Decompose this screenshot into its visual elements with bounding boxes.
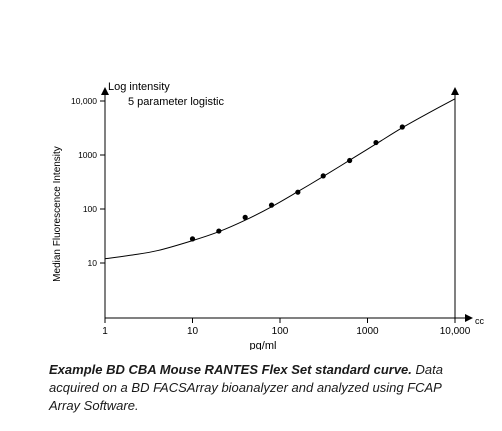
x-tick-label: 100: [272, 326, 289, 337]
data-point: [295, 189, 301, 195]
annotation-5pl: 5 parameter logistic: [128, 96, 224, 108]
annotation-log-intensity: Log intensity: [108, 81, 170, 93]
fit-curve-group: [104, 98, 456, 260]
y-axis-title: Median Fluorescence Intensity: [52, 146, 63, 282]
chart-labels: 1 10 100 1000 10,000 cc 10 100 1000 10,000 pg/ml Me…: [52, 81, 485, 350]
axes: [100, 87, 473, 323]
caption-text: Data acquired on a BD FACSArray bioanaly…: [49, 362, 443, 413]
data-points-group: [189, 124, 405, 242]
right-axis-arrow: [451, 87, 459, 95]
data-point: [189, 236, 196, 242]
y-tick-label: 1000: [78, 150, 97, 160]
data-point: [373, 139, 379, 146]
y-axis-arrow: [101, 87, 109, 95]
x-tick-label: 1: [102, 326, 108, 337]
caption-title: Example BD CBA Mouse RANTES Flex Set sta…: [49, 362, 412, 377]
data-point: [268, 202, 275, 208]
data-point: [347, 157, 353, 164]
y-tick-label: 10,000: [71, 96, 97, 106]
standard-curve-chart: 1 10 100 1000 10,000 cc 10 100 1000 10,000 pg/ml Me…: [52, 81, 485, 350]
data-point: [320, 173, 326, 179]
fit-curve-line: [104, 98, 456, 260]
y-tick-label: 100: [83, 204, 97, 214]
x-end-label: cc: [475, 316, 485, 326]
x-axis-arrow: [465, 314, 473, 322]
x-axis-title: pg/ml: [250, 340, 277, 350]
x-tick-label: 10: [187, 326, 199, 337]
x-tick-label: 1000: [356, 326, 379, 337]
data-point: [216, 228, 222, 234]
figure-caption: Example BD CBA Mouse RANTES Flex Set sta…: [49, 361, 469, 415]
data-point: [399, 124, 405, 130]
y-tick-label: 10: [88, 258, 98, 268]
data-point: [242, 214, 248, 220]
x-tick-label: 10,000: [440, 326, 471, 337]
